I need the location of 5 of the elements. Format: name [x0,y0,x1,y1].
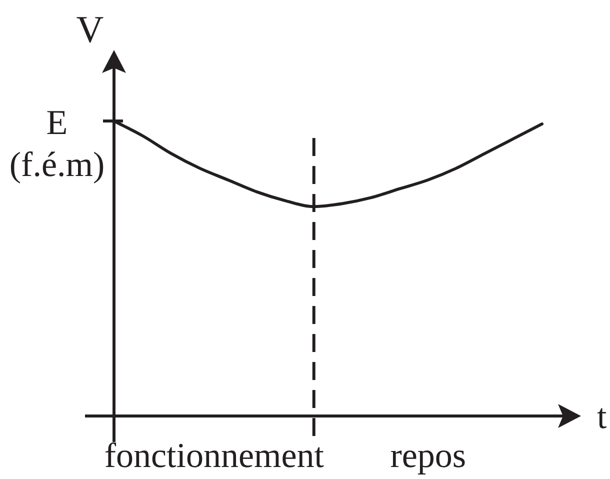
annotation: E (f.é.m) [9,102,105,186]
x-axis-title: t [597,397,607,436]
text: fonctionnement [104,435,324,477]
text: repos [390,435,466,477]
y-axis-title: V [76,9,104,51]
